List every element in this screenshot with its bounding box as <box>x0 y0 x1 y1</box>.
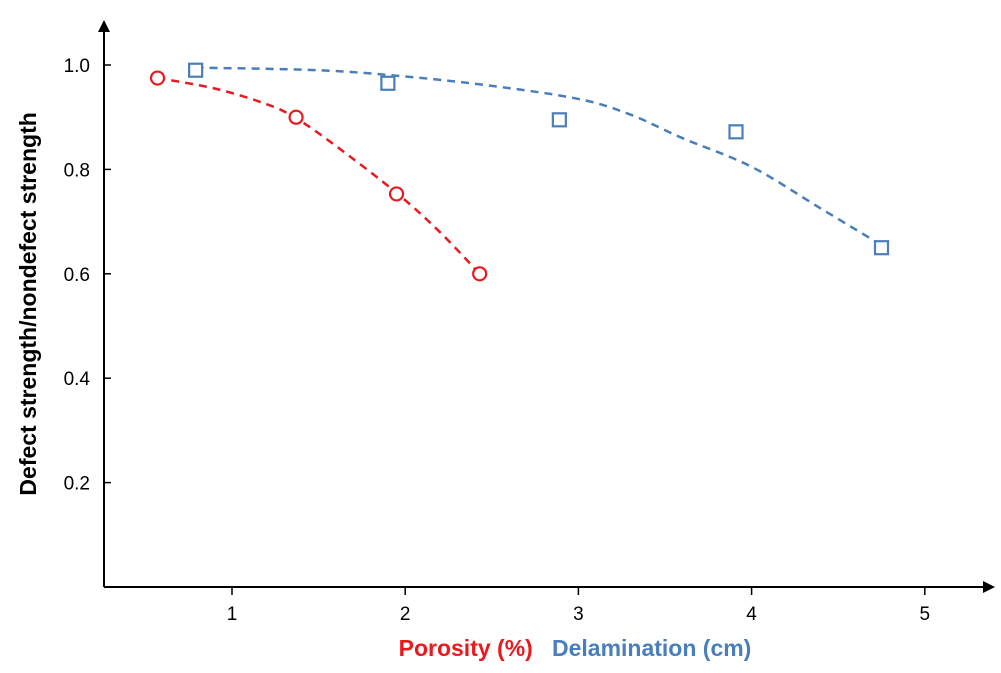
x-tick-label: 2 <box>400 604 411 625</box>
x-tick-label: 3 <box>573 604 584 625</box>
data-point-delamination <box>873 240 890 256</box>
y-tick-label: 1.0 <box>64 56 90 77</box>
labels-layer: 0.2 0.4 0.6 0.8 1.0 1 2 3 4 5 Defect strength/nond… <box>15 56 930 661</box>
x-tick-label: 5 <box>920 604 931 625</box>
points-layer <box>149 62 890 282</box>
axes-layer <box>98 20 995 595</box>
data-point-porosity <box>388 186 405 202</box>
x-axis-title: Porosity (%) Delamination (cm) <box>399 635 752 661</box>
y-axis-title: Defect strength/nondefect strength <box>15 112 41 495</box>
y-tick-label: 0.8 <box>64 160 90 181</box>
x-axis-title-part: Porosity (%) <box>399 635 533 661</box>
y-tick-label: 0.2 <box>64 474 90 495</box>
data-point-delamination <box>380 75 396 91</box>
data-point-porosity <box>288 109 304 125</box>
trendline-series-2 <box>195 66 883 247</box>
trendlines-layer <box>157 66 883 275</box>
data-point-delamination <box>728 124 744 140</box>
data-point-delamination <box>188 62 204 78</box>
trendline-series-1 <box>157 76 481 275</box>
data-point-porosity <box>472 266 488 282</box>
x-tick-label: 1 <box>227 604 238 625</box>
x-axis-title-part: Delamination (cm) <box>533 635 752 661</box>
y-tick-label: 0.6 <box>64 265 90 286</box>
y-tick-label: 0.4 <box>64 369 91 390</box>
x-tick-label: 4 <box>746 604 757 625</box>
data-point-delamination <box>551 112 567 128</box>
data-point-porosity <box>149 70 166 86</box>
